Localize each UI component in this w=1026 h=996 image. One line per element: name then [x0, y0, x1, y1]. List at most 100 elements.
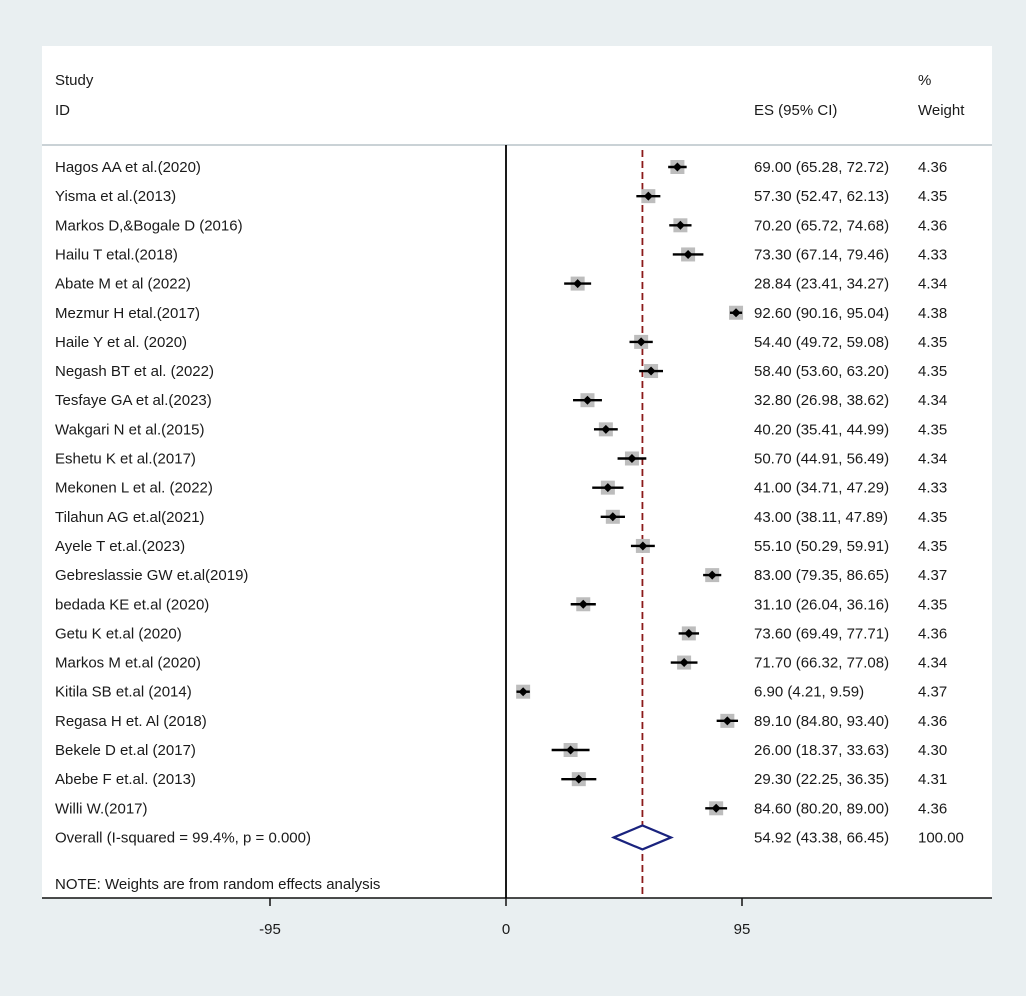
- weight-text: 4.38: [918, 305, 947, 322]
- study-rows: Hagos AA et al.(2020) 69.00 (65.28, 72.72…: [55, 145, 964, 898]
- x-tick-label: 0: [502, 921, 510, 938]
- point-estimate: [711, 803, 721, 813]
- study-label: Wakgari N et al.(2015): [55, 421, 205, 438]
- study-label: Regasa H et. Al (2018): [55, 713, 207, 730]
- study-row: bedada KE et.al (2020) 31.10 (26.04, 36.1…: [55, 596, 947, 613]
- point-estimate: [603, 483, 613, 493]
- header-study: Study: [55, 72, 94, 89]
- point-estimate: [679, 658, 689, 668]
- point-estimate: [643, 191, 653, 201]
- study-label: Hagos AA et al.(2020): [55, 159, 201, 176]
- weight-text: 4.37: [918, 684, 947, 701]
- es-ci-text: 55.10 (50.29, 59.91): [754, 538, 889, 555]
- es-ci-text: 84.60 (80.20, 89.00): [754, 800, 889, 817]
- study-row: Getu K et.al (2020) 73.60 (69.49, 77.71) 4…: [55, 625, 947, 642]
- point-estimate: [582, 395, 592, 405]
- point-estimate: [731, 308, 741, 318]
- study-label: Markos M et.al (2020): [55, 655, 201, 672]
- weight-text: 4.30: [918, 742, 947, 759]
- es-ci-text: 71.70 (66.32, 77.08): [754, 655, 889, 672]
- point-estimate: [638, 541, 648, 551]
- study-label: Kitila SB et.al (2014): [55, 684, 192, 701]
- point-estimate: [627, 454, 637, 463]
- weight-text: 4.37: [918, 567, 947, 584]
- es-ci-text: 57.30 (52.47, 62.13): [754, 188, 889, 205]
- point-estimate: [646, 366, 656, 376]
- es-ci-text: 29.30 (22.25, 36.35): [754, 771, 889, 788]
- study-row: Haile Y et al. (2020) 54.40 (49.72, 59.08…: [55, 334, 947, 351]
- point-estimate: [722, 716, 732, 726]
- study-row: Negash BT et al. (2022) 58.40 (53.60, 63.…: [55, 363, 947, 380]
- study-label: Abebe F et.al. (2013): [55, 771, 196, 788]
- point-estimate: [608, 512, 618, 522]
- weight-text: 4.34: [918, 392, 947, 409]
- study-row: Abate M et al (2022) 28.84 (23.41, 34.27)…: [55, 276, 947, 293]
- es-ci-text: 28.84 (23.41, 34.27): [754, 276, 889, 293]
- weight-text: 4.33: [918, 480, 947, 497]
- es-ci-text: 58.40 (53.60, 63.20): [754, 363, 889, 380]
- study-label: Eshetu K et al.(2017): [55, 451, 196, 468]
- es-ci-text: 43.00 (38.11, 47.89): [754, 509, 888, 526]
- es-ci-text: 41.00 (34.71, 47.29): [754, 480, 889, 497]
- study-label: Yisma et al.(2013): [55, 188, 176, 205]
- study-row: Kitila SB et.al (2014) 6.90 (4.21, 9.59) 4…: [55, 684, 947, 701]
- es-ci-text: 31.10 (26.04, 36.16): [754, 596, 889, 613]
- study-row: Gebreslassie GW et.al(2019) 83.00 (79.35,…: [55, 567, 947, 584]
- x-tick-label: 95: [734, 921, 751, 938]
- study-label: Getu K et.al (2020): [55, 625, 182, 642]
- overall-es-ci-text: 54.92 (43.38, 66.45): [754, 829, 889, 846]
- weight-text: 4.35: [918, 509, 947, 526]
- study-label: Willi W.(2017): [55, 800, 148, 817]
- study-row: Wakgari N et al.(2015) 40.20 (35.41, 44.9…: [55, 421, 947, 438]
- header-id: ID: [55, 102, 70, 119]
- es-ci-text: 83.00 (79.35, 86.65): [754, 567, 889, 584]
- overall-row: Overall (I-squared = 99.4%, p = 0.000) 54…: [55, 824, 964, 851]
- note-text: NOTE: Weights are from random effects an…: [55, 876, 380, 893]
- study-row: Hagos AA et al.(2020) 69.00 (65.28, 72.72…: [55, 159, 947, 176]
- es-ci-text: 32.80 (26.98, 38.62): [754, 392, 889, 409]
- x-tick-label: -95: [259, 921, 281, 938]
- point-estimate: [683, 249, 693, 259]
- point-estimate: [636, 337, 646, 347]
- weight-text: 4.36: [918, 217, 947, 234]
- es-ci-text: 26.00 (18.37, 33.63): [754, 742, 889, 759]
- study-row: Tesfaye GA et al.(2023) 32.80 (26.98, 38.…: [55, 392, 947, 409]
- weight-text: 4.34: [918, 276, 947, 293]
- study-label: Mekonen L et al. (2022): [55, 480, 213, 497]
- es-ci-text: 89.10 (84.80, 93.40): [754, 713, 889, 730]
- study-label: Haile Y et al. (2020): [55, 334, 187, 351]
- weight-text: 4.35: [918, 596, 947, 613]
- plot-panel: [42, 46, 992, 898]
- point-estimate: [684, 628, 694, 638]
- overall-label: Overall (I-squared = 99.4%, p = 0.000): [55, 829, 311, 846]
- study-row: Abebe F et.al. (2013) 29.30 (22.25, 36.35…: [55, 771, 947, 788]
- es-ci-text: 73.30 (67.14, 79.46): [754, 246, 889, 263]
- es-ci-text: 70.20 (65.72, 74.68): [754, 217, 889, 234]
- study-row: Markos M et.al (2020) 71.70 (66.32, 77.08…: [55, 655, 947, 672]
- study-row: Tilahun AG et.al(2021) 43.00 (38.11, 47.8…: [55, 509, 947, 526]
- study-row: Markos D,&Bogale D (2016) 70.20 (65.72, 7…: [55, 217, 947, 234]
- weight-text: 4.35: [918, 538, 947, 555]
- weight-text: 4.34: [918, 655, 947, 672]
- study-label: Abate M et al (2022): [55, 276, 191, 293]
- study-row: Yisma et al.(2013) 57.30 (52.47, 62.13) 4.…: [55, 188, 947, 205]
- point-estimate: [707, 570, 717, 580]
- header-weight: Weight: [918, 102, 965, 119]
- es-ci-text: 54.40 (49.72, 59.08): [754, 334, 889, 351]
- study-label: Markos D,&Bogale D (2016): [55, 217, 243, 234]
- x-axis-ticks: -95 0 95: [259, 898, 750, 938]
- study-label: bedada KE et.al (2020): [55, 596, 209, 613]
- study-label: Tilahun AG et.al(2021): [55, 509, 205, 526]
- study-label: Mezmur H etal.(2017): [55, 305, 200, 322]
- study-row: Willi W.(2017) 84.60 (80.20, 89.00) 4.36: [55, 800, 947, 817]
- weight-text: 4.33: [918, 246, 947, 263]
- point-estimate: [675, 220, 685, 230]
- point-estimate: [672, 162, 682, 172]
- study-row: Bekele D et.al (2017) 26.00 (18.37, 33.63…: [55, 742, 947, 759]
- study-label: Hailu T etal.(2018): [55, 246, 178, 263]
- header-es: ES (95% CI): [754, 102, 837, 119]
- point-estimate: [574, 774, 584, 784]
- study-label: Bekele D et.al (2017): [55, 742, 196, 759]
- es-ci-text: 92.60 (90.16, 95.04): [754, 305, 889, 322]
